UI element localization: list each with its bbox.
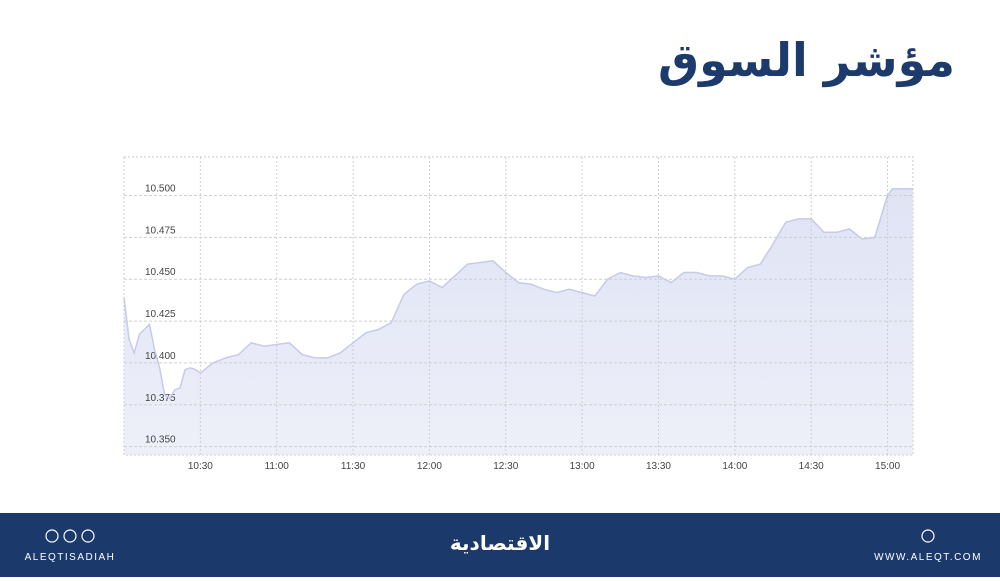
area-fill xyxy=(124,188,913,456)
x-tick-label: 11:30 xyxy=(341,461,366,472)
icon-facebook[interactable] xyxy=(63,529,77,543)
y-tick-label: 10.500 xyxy=(145,184,176,195)
y-tick-label: 10.375 xyxy=(145,393,176,404)
footer-band xyxy=(0,513,1000,577)
x-tick-label: 14:00 xyxy=(722,461,747,472)
icon-web[interactable] xyxy=(921,529,935,543)
y-tick-label: 10.400 xyxy=(145,351,176,362)
x-tick-label: 11:00 xyxy=(265,461,290,472)
footer-logo: الاقتصادية xyxy=(450,531,550,555)
x-tick-label: 10:30 xyxy=(188,461,213,472)
x-tick-label: 13:30 xyxy=(646,461,671,472)
y-tick-label: 10.350 xyxy=(145,435,176,446)
x-tick-label: 13:00 xyxy=(570,461,595,472)
x-tick-label: 15:00 xyxy=(875,461,900,472)
page-title: مؤشر السوق xyxy=(658,33,955,87)
social-icons xyxy=(45,529,935,543)
y-tick-label: 10.475 xyxy=(145,225,176,236)
icon-x[interactable] xyxy=(81,529,95,543)
icon-instagram[interactable] xyxy=(45,529,59,543)
y-tick-label: 10.450 xyxy=(145,267,176,278)
plot: 10.350 10.375 10.400 10.425 10.450 10.475 10.5… xyxy=(123,157,913,472)
footer-website: WWW.ALEQT.COM xyxy=(874,552,982,563)
x-tick-label: 12:00 xyxy=(417,461,442,472)
y-tick-label: 10.425 xyxy=(145,309,176,320)
x-tick-label: 14:30 xyxy=(799,461,824,472)
x-tick-label: 12:30 xyxy=(493,461,518,472)
footer-handle: ALEQTISADIAH xyxy=(25,552,116,563)
price-line xyxy=(123,188,913,400)
